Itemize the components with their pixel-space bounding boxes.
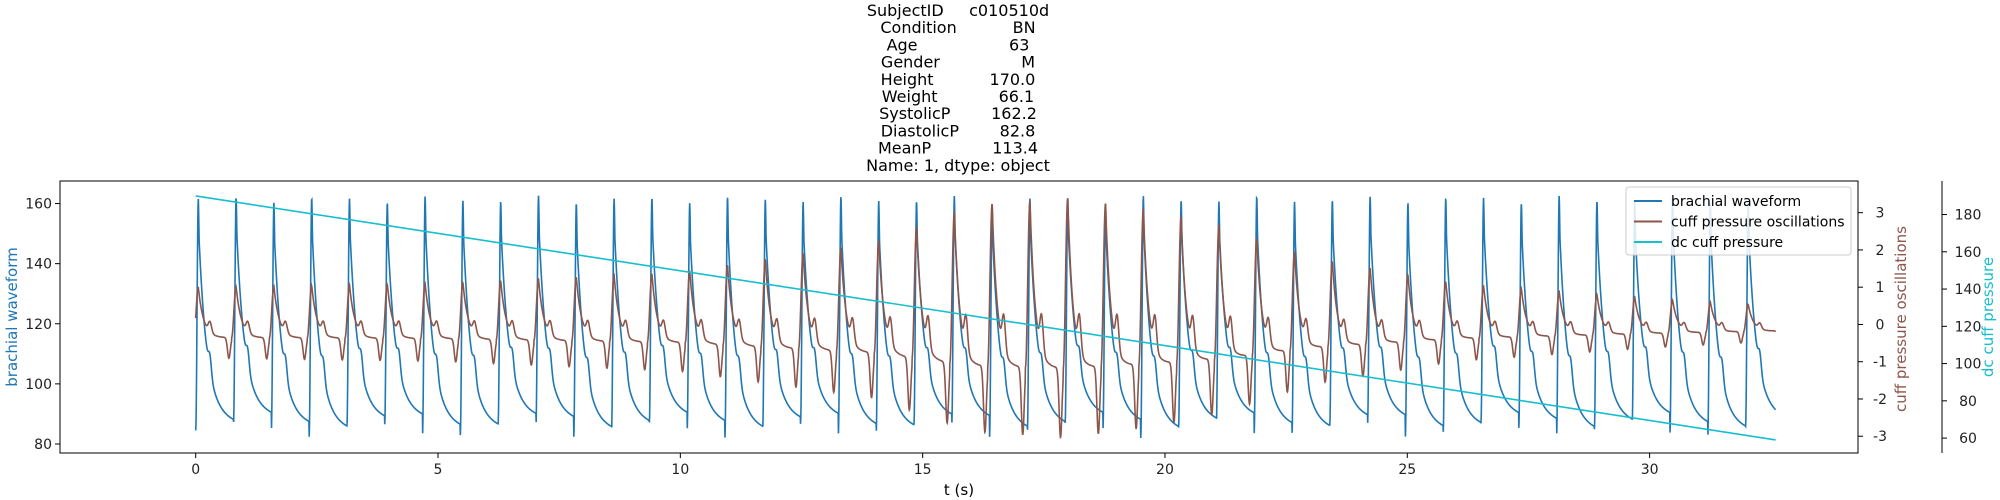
x-tick-label: 5 xyxy=(434,462,443,478)
title-line: Age 63 xyxy=(887,35,1030,54)
x-tick-label: 15 xyxy=(914,462,932,478)
y-far-right-tick-label: 140 xyxy=(1955,282,1982,298)
legend-label: brachial waveform xyxy=(1671,194,1801,210)
title-line: Name: 1, dtype: object xyxy=(866,156,1050,175)
x-tick-label: 20 xyxy=(1156,462,1174,478)
y-far-right-tick-label: 160 xyxy=(1955,245,1982,261)
y-far-right-tick-label: 60 xyxy=(1959,431,1977,447)
title-line: DiastolicP 82.8 xyxy=(881,121,1036,140)
y-right-tick-label: -1 xyxy=(1873,355,1887,371)
ticks: 0 5 10 15 20 25 30 80 100 120 140 160 -3 -2 -1 0 1 2 3 60 80… xyxy=(25,197,1981,478)
legend-label: cuff pressure oscillations xyxy=(1671,215,1845,231)
x-tick-label: 25 xyxy=(1398,462,1416,478)
x-axis-label: t (s) xyxy=(944,481,974,499)
title-line: Condition BN xyxy=(880,18,1035,37)
y-right-tick-label: 2 xyxy=(1876,243,1885,259)
legend-label: dc cuff pressure xyxy=(1671,235,1783,251)
y-far-right-tick-label: 120 xyxy=(1955,319,1982,335)
y-right-tick-label: -2 xyxy=(1873,392,1887,408)
y-left-tick-label: 80 xyxy=(34,437,52,453)
y-right-tick-label: -3 xyxy=(1873,429,1887,445)
axes-frame xyxy=(59,180,1943,454)
plot-area xyxy=(194,195,1777,441)
title-line: SubjectID c010510d xyxy=(867,1,1049,20)
y-far-right-tick-label: 80 xyxy=(1959,394,1977,410)
x-tick-label: 10 xyxy=(671,462,689,478)
legend: brachial waveform cuff pressure oscillati… xyxy=(1625,186,1852,256)
x-tick-label: 0 xyxy=(191,462,200,478)
title-line: Height 170.0 xyxy=(881,70,1036,89)
y-far-right-tick-label: 180 xyxy=(1955,208,1982,224)
y-left-tick-label: 140 xyxy=(25,257,52,273)
y-right-tick-label: 1 xyxy=(1876,280,1885,296)
axis-labels: t (s) brachial waveform cuff pressure osci… xyxy=(3,226,1997,499)
y-left-axis-label: brachial waveform xyxy=(3,247,21,386)
y-far-right-axis-label: dc cuff pressure xyxy=(1979,257,1997,377)
y-left-tick-label: 100 xyxy=(25,377,52,393)
title-line: MeanP 113.4 xyxy=(878,139,1038,158)
y-right-tick-label: 0 xyxy=(1876,317,1885,333)
y-left-tick-label: 120 xyxy=(25,317,52,333)
series-cuff-pressure-oscillations xyxy=(194,198,1777,439)
y-right-axis-label: cuff pressure oscillations xyxy=(1892,226,1910,412)
x-tick-label: 30 xyxy=(1641,462,1659,478)
y-far-right-tick-label: 100 xyxy=(1955,357,1982,373)
title-line: Gender M xyxy=(881,53,1035,72)
y-right-tick-label: 3 xyxy=(1876,206,1885,222)
legend-box xyxy=(1625,186,1852,256)
plot-border xyxy=(59,180,1859,454)
title-line: SystolicP 162.2 xyxy=(879,104,1037,123)
series-dc-cuff-pressure xyxy=(195,195,1776,441)
title-line: Weight 66.1 xyxy=(882,87,1034,106)
y-left-tick-label: 160 xyxy=(25,197,52,213)
